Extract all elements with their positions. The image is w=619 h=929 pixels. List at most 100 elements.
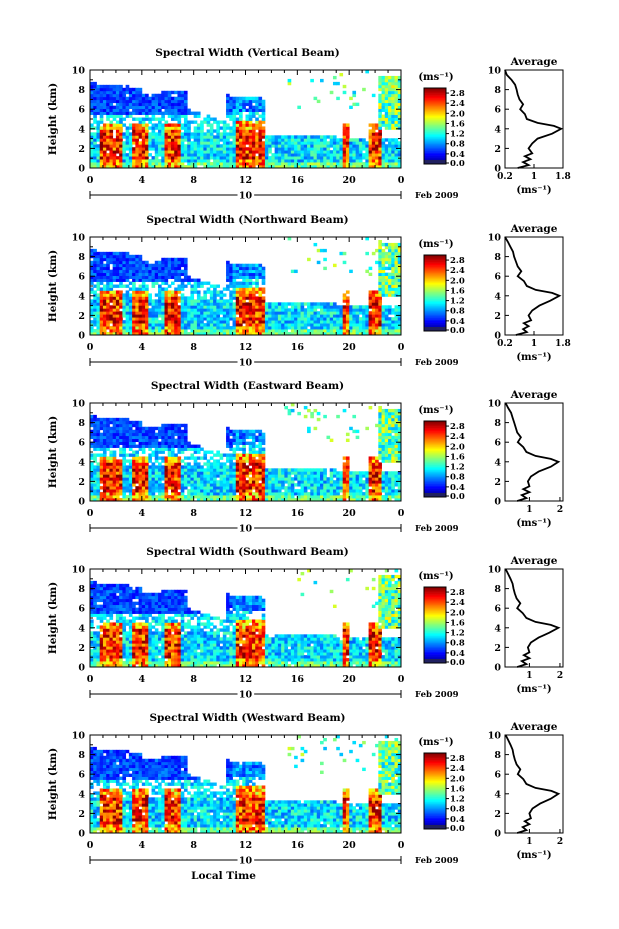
- heatmap-cell: [258, 320, 263, 324]
- heatmap-cell: [106, 93, 110, 98]
- heatmap-cell: [167, 135, 172, 139]
- heatmap-cell: [203, 141, 208, 145]
- heatmap-cell: [109, 129, 114, 133]
- heatmap-cell: [371, 326, 376, 330]
- heatmap-cell: [122, 480, 127, 484]
- heatmap-cell: [109, 429, 114, 434]
- heatmap-cell: [196, 314, 201, 318]
- heatmap-cell: [235, 429, 240, 434]
- heatmap-cell: [164, 498, 169, 501]
- heatmap-cell: [183, 329, 188, 333]
- heatmap-cell: [362, 314, 366, 318]
- heatmap-cell: [148, 138, 152, 142]
- heatmap-cell: [274, 156, 279, 160]
- heatmap-cell: [394, 308, 399, 312]
- heatmap-cell: [154, 135, 159, 139]
- heatmap-cell: [200, 281, 204, 285]
- heatmap-cell: [119, 144, 123, 148]
- heatmap-cell: [378, 314, 382, 318]
- heatmap-cell: [381, 144, 386, 148]
- heatmap-cell: [148, 102, 152, 107]
- heatmap-cell: [102, 444, 107, 448]
- heatmap-cell: [122, 159, 127, 163]
- heatmap-cell: [239, 293, 243, 297]
- heatmap-cell: [391, 120, 395, 124]
- heatmap-cell: [187, 323, 191, 327]
- heatmap-cell: [170, 156, 175, 160]
- heatmap-cell: [235, 290, 240, 294]
- heatmap-cell: [268, 320, 272, 324]
- heatmap-cell: [203, 302, 208, 306]
- heatmap-cell: [213, 468, 217, 472]
- heatmap-cell: [239, 165, 243, 168]
- heatmap-cell: [148, 326, 152, 330]
- heatmap-cell: [255, 102, 259, 107]
- heatmap-cell: [141, 281, 146, 285]
- heatmap-cell: [90, 269, 94, 274]
- heatmap-cell: [248, 284, 253, 288]
- heatmap-cell: [352, 138, 357, 142]
- heatmap-cell: [180, 423, 185, 428]
- heatmap-cell: [200, 314, 204, 318]
- heatmap-cell: [145, 108, 149, 112]
- heatmap-cell: [239, 105, 243, 110]
- heatmap-cell: [138, 308, 143, 312]
- heatmap-cell: [235, 153, 240, 157]
- heatmap-cell: [229, 429, 233, 434]
- heatmap-cell: [112, 269, 117, 274]
- heatmap-cell: [303, 156, 308, 160]
- heatmap-cell: [115, 486, 120, 490]
- heatmap-cell: [388, 293, 392, 297]
- heatmap-cell: [200, 492, 204, 496]
- heatmap-cell: [106, 314, 110, 318]
- heatmap-cell: [148, 296, 152, 300]
- heatmap-cell: [345, 296, 350, 300]
- heatmap-cell: [229, 144, 233, 148]
- colorbar-swatch: [424, 282, 446, 285]
- heatmap-cell: [326, 141, 331, 145]
- heatmap-cell: [245, 275, 250, 279]
- heatmap-cell: [180, 153, 185, 157]
- heatmap-cell: [375, 147, 379, 151]
- heatmap-cell: [109, 251, 114, 256]
- heatmap-cell: [154, 311, 159, 315]
- profile-x-label: (ms⁻¹): [516, 185, 551, 196]
- heatmap-cell: [158, 293, 162, 297]
- heatmap-cell: [391, 317, 395, 321]
- colorbar-swatch: [424, 325, 446, 328]
- heatmap-cell: [271, 165, 276, 168]
- heatmap-cell: [310, 159, 314, 163]
- heatmap-cell: [99, 165, 104, 168]
- heatmap-cell: [245, 126, 250, 130]
- heatmap-cell: [239, 99, 243, 104]
- heatmap-cell: [352, 90, 357, 95]
- heatmap-cell: [297, 302, 301, 306]
- heatmap-cell: [226, 263, 230, 268]
- heatmap-cell: [284, 311, 289, 315]
- heatmap-cell: [226, 468, 230, 472]
- heatmap-cell: [128, 287, 133, 291]
- profile-x-tick-label: 0.2: [497, 339, 513, 349]
- heatmap-cell: [96, 417, 101, 422]
- heatmap-cell: [180, 111, 185, 115]
- heatmap-cell: [232, 438, 237, 443]
- heatmap-cell: [339, 329, 344, 333]
- heatmap-cell: [109, 459, 114, 463]
- heatmap-cell: [277, 147, 282, 151]
- heatmap-cell: [294, 269, 298, 274]
- heatmap-cell: [180, 105, 185, 110]
- heatmap-cell: [132, 284, 136, 288]
- heatmap-cell: [255, 105, 259, 110]
- heatmap-cell: [226, 314, 230, 318]
- heatmap-cell: [138, 326, 143, 330]
- heatmap-cell: [248, 135, 253, 139]
- heatmap-cell: [219, 165, 224, 168]
- heatmap-cell: [109, 465, 114, 469]
- heatmap-cell: [239, 317, 243, 321]
- heatmap-cell: [183, 311, 188, 315]
- heatmap-cell: [119, 489, 123, 493]
- heatmap-cell: [115, 254, 120, 259]
- heatmap-cell: [180, 278, 185, 282]
- heatmap-cell: [154, 96, 159, 101]
- heatmap-cell: [203, 156, 208, 160]
